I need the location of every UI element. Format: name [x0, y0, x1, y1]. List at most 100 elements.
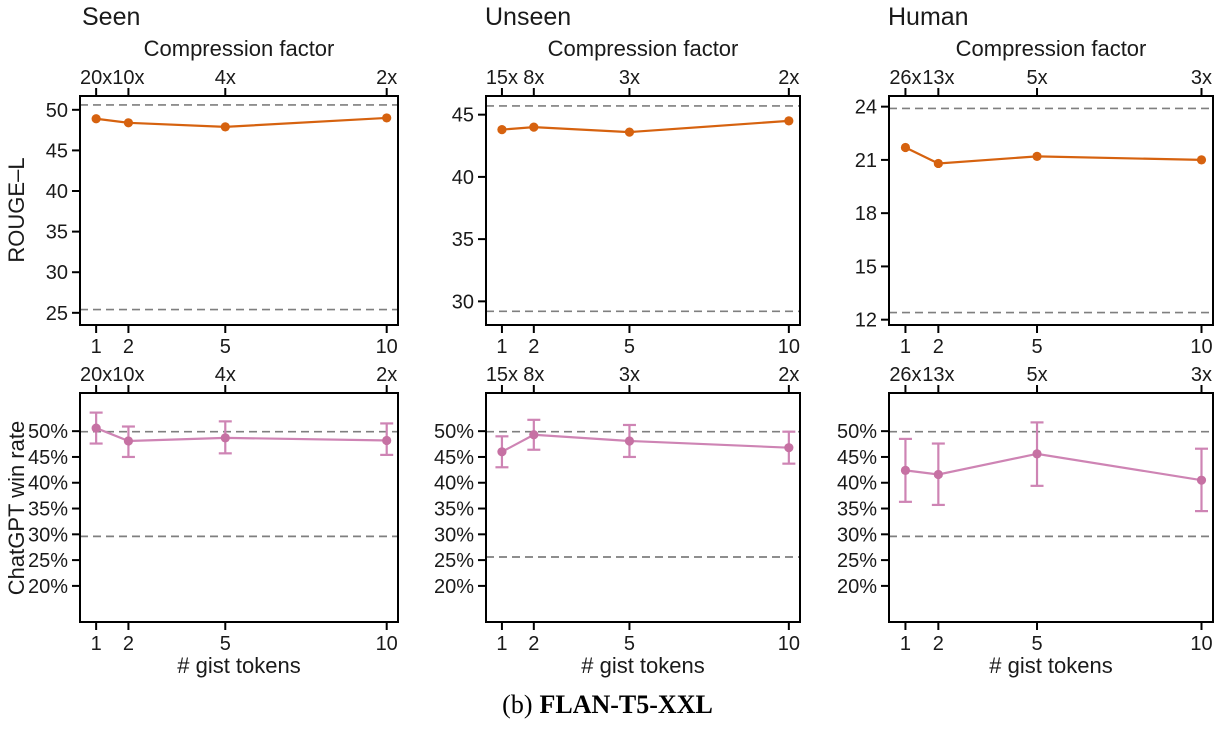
y-tick-label: 50% [434, 421, 474, 443]
chart-winrate-seen: 20% 25% 30% 35% 40% 45% 50% 1 2 5 10 20x 10x 4x 2x [28, 364, 399, 655]
compression-tick-label: 5x [1026, 67, 1047, 89]
data-point [123, 436, 134, 446]
y-tick-label: 45 [46, 140, 68, 162]
y-tick-label: 30% [837, 524, 877, 546]
x-tick-label: 5 [220, 633, 231, 655]
x-axis-label-human: # gist tokens [989, 653, 1113, 678]
compression-tick-label: 3x [619, 364, 640, 386]
compression-tick-label: 4x [215, 67, 236, 89]
data-point [933, 158, 943, 169]
data-point [382, 113, 392, 123]
compression-tick-label: 2x [778, 67, 799, 89]
data-line [905, 452, 1202, 482]
y-tick-label: 35 [452, 229, 474, 251]
data-line [501, 119, 789, 134]
compression-tick-label: 13x [922, 67, 954, 89]
data-point [624, 436, 635, 446]
compression-tick-label: 15x [486, 67, 518, 89]
x-tick-label: 2 [933, 336, 944, 358]
y-tick-label: 45 [452, 105, 474, 127]
data-point [91, 114, 101, 124]
panel-title-seen: Seen [82, 3, 141, 31]
y-tick-label: 35% [434, 499, 474, 521]
y-tick-label: 30% [28, 524, 68, 546]
x-tick-label: 2 [123, 336, 134, 358]
x-tick-label: 10 [778, 336, 800, 358]
compression-tick-label: 20x [80, 364, 112, 386]
plot-border [485, 392, 801, 623]
chart-rouge-unseen: 30 35 40 45 1 2 5 10 15x 8x 3x 2x [452, 67, 801, 358]
data-point [1196, 155, 1207, 165]
y-tick-label: 30 [46, 262, 68, 284]
y-tick-label: 20% [837, 576, 877, 598]
data-line [95, 427, 387, 443]
x-tick-label: 1 [900, 336, 911, 358]
data-point [91, 423, 101, 433]
compression-tick-label: 15x [486, 364, 518, 386]
y-tick-label: 20% [434, 576, 474, 598]
x-tick-label: 5 [220, 336, 231, 358]
data-point [220, 433, 230, 443]
y-tick-label: 50 [46, 100, 68, 122]
plot-border [888, 95, 1214, 326]
chart-winrate-unseen: 20% 25% 30% 35% 40% 45% 50% 1 2 5 10 15x 8x 3x 2x [434, 364, 801, 655]
x-axis-label-unseen: # gist tokens [581, 653, 705, 678]
compression-tick-label: 13x [922, 364, 954, 386]
x-tick-label: 10 [376, 336, 398, 358]
y-tick-label: 25 [46, 303, 68, 325]
x-tick-label: 1 [91, 633, 102, 655]
y-tick-label: 40% [434, 473, 474, 495]
data-point [497, 447, 507, 457]
x-tick-label: 5 [1031, 633, 1042, 655]
x-tick-label: 1 [900, 633, 911, 655]
data-point [624, 127, 635, 137]
data-point [220, 122, 230, 132]
chart-winrate-human: 20% 25% 30% 35% 40% 45% 50% 1 2 5 10 26x 13x 5x 3x [837, 364, 1214, 655]
compression-tick-label: 10x [112, 364, 144, 386]
compression-tick-label: 3x [1191, 364, 1212, 386]
data-point [1196, 475, 1207, 485]
compression-tick-label: 3x [1191, 67, 1212, 89]
compression-tick-label: 5x [1026, 364, 1047, 386]
plot-border [485, 95, 801, 326]
data-line [904, 146, 1202, 165]
y-tick-label: 30 [452, 291, 474, 313]
data-point [529, 122, 539, 132]
caption-index: (b) [502, 690, 533, 719]
compression-tick-label: 20x [80, 67, 112, 89]
compression-tick-label: 26x [889, 67, 921, 89]
data-point [497, 125, 507, 135]
compression-tick-label: 10x [112, 67, 144, 89]
y-tick-label: 40 [46, 181, 68, 203]
y-tick-label: 50% [837, 421, 877, 443]
data-point [1032, 449, 1042, 459]
x-tick-label: 2 [123, 633, 134, 655]
y-tick-label: 25% [837, 550, 877, 572]
y-tick-label: 40% [28, 473, 68, 495]
data-point [933, 469, 943, 480]
y-tick-label: 35% [28, 499, 68, 521]
x-tick-label: 1 [496, 633, 507, 655]
plot-border [79, 95, 399, 326]
compression-tick-label: 2x [376, 364, 397, 386]
top-axis-label-human: Compression factor [955, 36, 1147, 61]
y-tick-label: 50% [28, 421, 68, 443]
plot-border [79, 392, 399, 623]
x-tick-label: 10 [1190, 633, 1212, 655]
y-tick-label: 40% [837, 473, 877, 495]
data-line [96, 116, 387, 128]
y-tick-label: 35 [46, 222, 68, 244]
plot-border [888, 392, 1214, 623]
x-tick-label: 1 [496, 336, 507, 358]
compression-tick-label: 26x [889, 364, 921, 386]
x-tick-label: 5 [624, 336, 635, 358]
y-tick-label: 35% [837, 499, 877, 521]
x-tick-label: 1 [91, 336, 102, 358]
x-tick-label: 10 [376, 633, 398, 655]
caption-model: FLAN-T5-XXL [539, 690, 713, 719]
x-tick-label: 2 [933, 633, 944, 655]
x-axis-label-seen: # gist tokens [177, 653, 301, 678]
data-point [900, 142, 911, 153]
